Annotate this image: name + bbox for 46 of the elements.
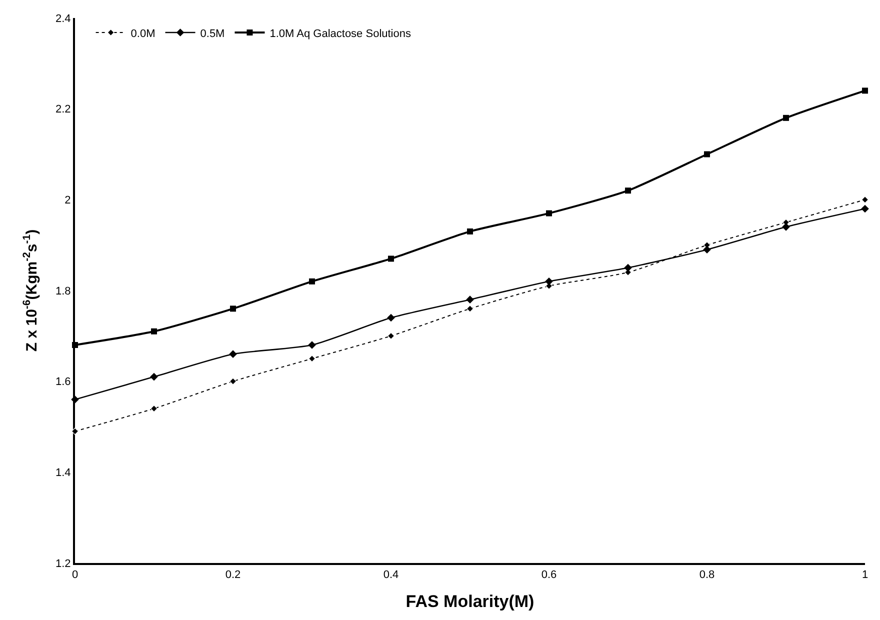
y-tick-label: 2.2 xyxy=(56,104,71,116)
x-tick-label: 0.8 xyxy=(699,568,715,581)
point xyxy=(703,246,711,254)
point xyxy=(466,296,474,304)
point xyxy=(71,428,79,435)
point xyxy=(229,350,237,358)
point xyxy=(704,151,710,158)
y-tick-label: 1.4 xyxy=(56,467,71,480)
y-tick-label: 2 xyxy=(64,194,71,207)
y-tick-label: 1.6 xyxy=(56,376,71,388)
point xyxy=(308,341,316,349)
point xyxy=(546,210,552,216)
x-tick-label: 1 xyxy=(862,568,868,581)
legend-label: 1.0M Aq Galactose Solutions xyxy=(270,28,412,40)
y-tick-label: 1.8 xyxy=(56,285,71,298)
y-tick-label: 1.2 xyxy=(56,558,71,570)
x-tick-label: 0.6 xyxy=(541,568,557,581)
point xyxy=(308,355,316,362)
point xyxy=(151,328,157,334)
point xyxy=(387,314,395,322)
point xyxy=(625,188,631,194)
point xyxy=(624,264,632,272)
point xyxy=(150,405,158,412)
point xyxy=(467,228,473,234)
point xyxy=(230,306,236,312)
point xyxy=(545,278,553,286)
legend-label: 0.5M xyxy=(200,28,225,40)
point xyxy=(72,342,78,348)
point xyxy=(71,396,79,404)
y-tick-label: 2.4 xyxy=(56,12,71,25)
x-tick-label: 0 xyxy=(72,568,78,581)
point xyxy=(466,305,474,312)
legend-label: 0.0M xyxy=(130,28,156,40)
point xyxy=(861,204,869,213)
point xyxy=(782,223,790,231)
point xyxy=(783,114,789,121)
point xyxy=(309,278,315,284)
point xyxy=(861,196,869,204)
point xyxy=(388,256,394,262)
x-axis-title: FAS Molarity(M) xyxy=(406,592,534,611)
point xyxy=(229,378,237,385)
x-tick-label: 0.4 xyxy=(383,568,399,581)
point xyxy=(150,372,158,381)
x-tick-label: 0.2 xyxy=(225,568,241,581)
point xyxy=(862,88,868,94)
point xyxy=(387,332,395,340)
